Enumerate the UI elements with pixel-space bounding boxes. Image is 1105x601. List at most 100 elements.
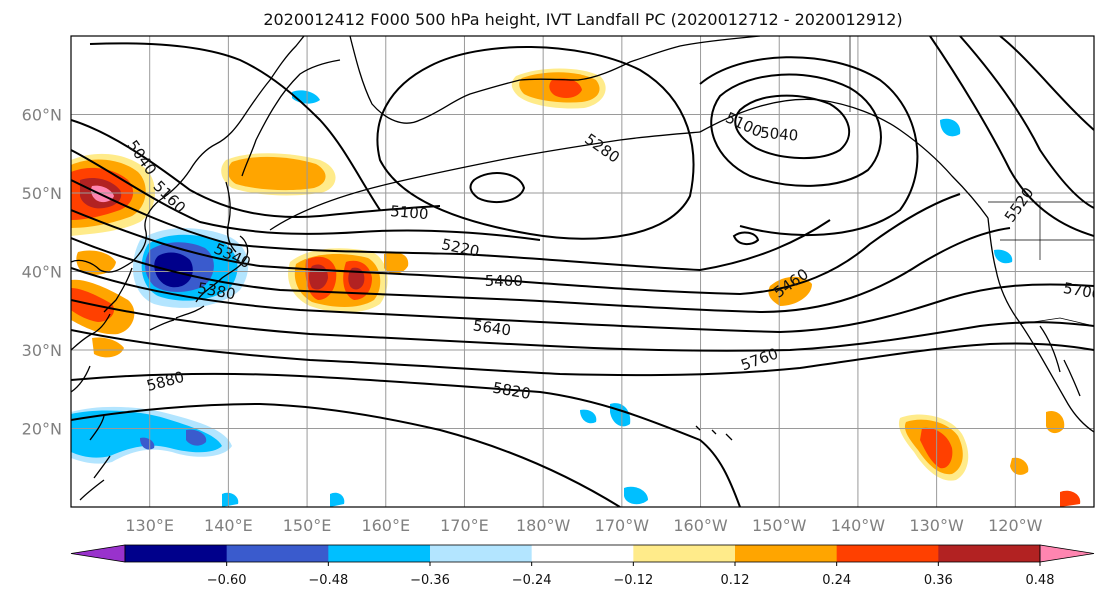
colorbar-extend-low: [70, 544, 126, 563]
contour-label: 5100: [390, 202, 430, 223]
height-contour: [732, 231, 760, 246]
height-contour: [71, 299, 1094, 352]
ivt-positive-region: [1010, 457, 1029, 475]
height-contour: [376, 45, 695, 240]
height-contour: [929, 36, 1094, 237]
height-contour: [71, 402, 621, 507]
height-contour: [469, 172, 526, 204]
latitude-label: 50°N: [22, 184, 62, 203]
colorbar-bins: [70, 544, 1095, 563]
colorbar-extend-high: [1039, 544, 1095, 563]
coastlines: [71, 36, 1094, 501]
contour-label: 5400: [485, 272, 523, 290]
colorbar-bin: [125, 545, 228, 562]
colorbar-tick-label: 0.24: [822, 573, 851, 588]
ivt-negative-region: [154, 252, 193, 288]
longitude-label: 180°W: [516, 516, 571, 535]
longitude-label: 140°E: [204, 516, 253, 535]
coastline-asia: [71, 36, 305, 273]
height-contour: [71, 329, 1094, 377]
colorbar-tick-label: 0.48: [1026, 573, 1055, 588]
colorbar-bin: [836, 545, 939, 562]
colorbar-bin: [226, 545, 329, 562]
ivt-negative-region: [940, 118, 961, 137]
ivt-positive-region: [1046, 410, 1065, 434]
ivt-positive-region: [348, 267, 365, 290]
coastline-kamchatka: [241, 59, 341, 177]
latitude-label: 60°N: [22, 106, 62, 125]
height-contour: [89, 42, 381, 211]
longitude-label: 150°E: [283, 516, 332, 535]
longitude-label: 120°W: [988, 516, 1043, 535]
longitude-label: 170°E: [440, 516, 489, 535]
colorbar-tick-label: −0.24: [512, 573, 552, 588]
latitude-labels: 60°N 50°N 40°N 30°N 20°N: [22, 106, 62, 439]
colorbar-bin: [328, 545, 431, 562]
height-contour: [71, 119, 441, 218]
height-contour: [699, 56, 919, 237]
longitude-label: 130°E: [125, 516, 174, 535]
graticule: [71, 36, 1094, 507]
colorbar-tick-label: −0.48: [308, 573, 348, 588]
colorbar-bin: [430, 545, 533, 562]
ivt-negative-region: [140, 437, 155, 450]
colorbar-bin: [633, 545, 736, 562]
height-contour: [71, 179, 831, 272]
contour-label: 5040: [759, 123, 799, 144]
ivt-positive-region: [1060, 490, 1081, 507]
height-contour: [710, 73, 882, 187]
ivt-negative-region: [994, 249, 1013, 264]
longitude-label: 150°W: [752, 516, 807, 535]
longitude-label: 160°E: [361, 516, 410, 535]
colorbar-tick-label: −0.60: [207, 573, 247, 588]
latitude-label: 20°N: [22, 420, 62, 439]
colorbar-bin: [531, 545, 634, 562]
height-contour: [71, 193, 961, 296]
height-contour: [71, 372, 741, 507]
coastline-north-america: [987, 217, 1094, 433]
border-canada-us: [849, 36, 1094, 260]
ivt-negative-region: [186, 429, 207, 446]
latitude-label: 30°N: [22, 341, 62, 360]
ivt-negative-region: [330, 492, 345, 507]
coastline-gulf-of-alaska: [699, 98, 989, 219]
map-panel: 5040516053405380588051005220540056405820…: [70, 35, 1095, 508]
ivt-positive-region: [227, 156, 326, 191]
colorbar-tick-labels: −0.60 −0.48 −0.36 −0.24 −0.12 0.12 0.24 0.36 0.4…: [207, 562, 1055, 588]
colorbar-bin: [735, 545, 838, 562]
longitude-label: 140°W: [831, 516, 886, 535]
ivt-shading: [71, 68, 1081, 507]
longitude-label: 170°W: [595, 516, 650, 535]
ivt-negative-region: [580, 409, 597, 424]
latitude-label: 40°N: [22, 263, 62, 282]
longitude-label: 160°W: [673, 516, 728, 535]
colorbar-tick-label: 0.12: [721, 573, 750, 588]
coastline-aleutians: [269, 131, 701, 231]
ivt-positive-region: [549, 78, 582, 98]
height-contour: [71, 267, 1094, 334]
coastline-taiwan-luzon: [79, 415, 111, 501]
colorbar: −0.60 −0.48 −0.36 −0.24 −0.12 0.12 0.24 0.36 0.4…: [70, 544, 1095, 588]
ivt-negative-region: [624, 486, 648, 505]
ivt-positive-region: [384, 252, 409, 274]
coastline-alaska: [349, 36, 761, 124]
longitude-label: 130°W: [909, 516, 964, 535]
colorbar-bin: [938, 545, 1041, 562]
ivt-positive-region: [76, 250, 116, 275]
figure-title: 2020012412 F000 500 hPa height, IVT Land…: [263, 10, 902, 29]
height-contour: [959, 36, 1094, 209]
coastline-sakhalin: [225, 181, 237, 253]
coastline-baja: [1039, 325, 1081, 397]
height-contours: [71, 36, 1094, 507]
height-contour: [71, 149, 541, 241]
ivt-negative-region: [71, 410, 222, 458]
map-frame: [70, 35, 1095, 508]
height-contour: [71, 227, 1011, 314]
contour-label: 5640: [472, 316, 512, 339]
height-contour: [734, 94, 850, 159]
ivt-positive-region: [92, 337, 124, 358]
ivt-negative-region: [222, 492, 239, 507]
colorbar-tick-label: −0.12: [613, 573, 653, 588]
height-contour: [999, 36, 1094, 131]
